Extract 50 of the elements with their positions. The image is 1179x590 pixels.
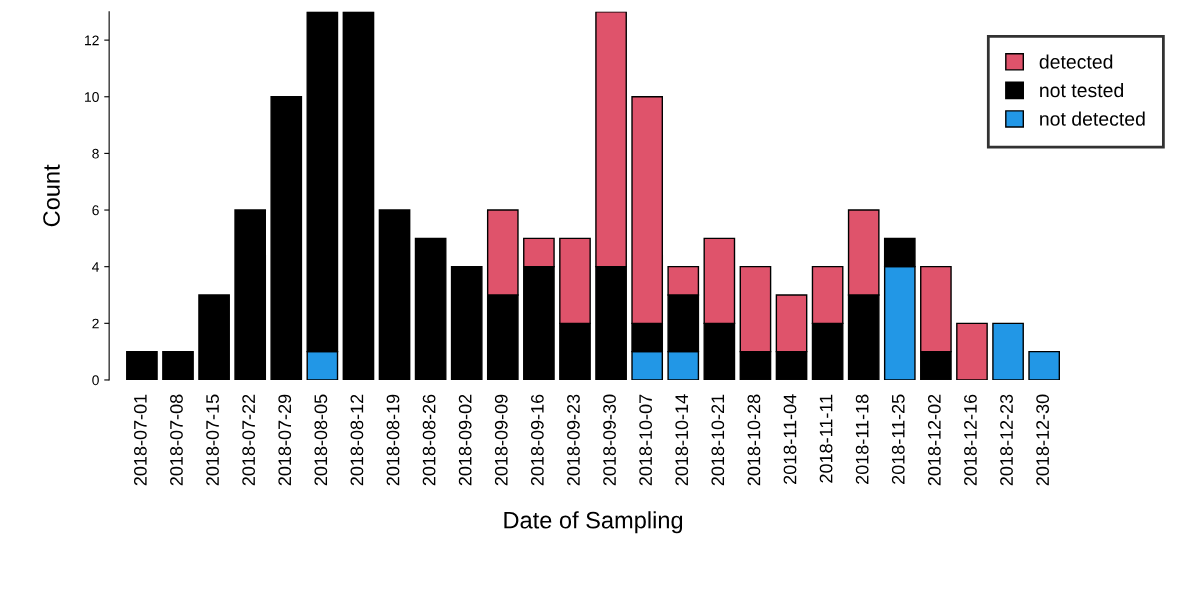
x-tick-label: 2018-09-09 xyxy=(494,394,508,486)
x-tick-label: 2018-11-04 xyxy=(783,394,797,484)
legend-label: not detected xyxy=(1040,111,1145,126)
bar xyxy=(956,322,988,380)
x-tick-label: 2018-09-23 xyxy=(567,394,580,486)
x-tick-label: 2018-12-23 xyxy=(1000,394,1013,486)
bar xyxy=(234,209,267,380)
x-tick-label: 2018-10-07 xyxy=(639,394,653,486)
bar xyxy=(1028,350,1061,380)
x-tick-label: 2018-07-29 xyxy=(278,394,292,486)
x-tick-label: 2018-11-18 xyxy=(855,394,869,484)
legend-label: detected xyxy=(1039,54,1113,69)
x-tick-label: 2018-10-14 xyxy=(675,394,689,486)
bar xyxy=(198,294,230,380)
x-tick-label: 2018-09-16 xyxy=(530,394,544,486)
bar xyxy=(342,11,375,380)
x-tick-label: 2018-08-05 xyxy=(314,394,328,486)
x-tick-label: 2018-11-25 xyxy=(891,394,905,484)
bar xyxy=(162,350,194,380)
y-tick-label: 10 xyxy=(85,92,99,102)
x-tick-label: 2018-08-26 xyxy=(422,394,436,486)
legend-label: not tested xyxy=(1040,82,1124,98)
x-tick-label: 2018-11-11 xyxy=(819,394,833,483)
x-tick-label: 2018-09-30 xyxy=(603,394,616,486)
x-tick-label: 2018-10-28 xyxy=(747,394,761,486)
bar xyxy=(992,322,1024,380)
y-axis-title: Count xyxy=(43,164,60,227)
x-tick-label: 2018-07-08 xyxy=(170,394,183,486)
x-tick-label: 2018-09-02 xyxy=(458,394,472,486)
x-tick-label: 2018-07-01 xyxy=(133,394,147,486)
x-tick-label: 2018-07-15 xyxy=(206,394,219,486)
x-tick-label: 2018-12-16 xyxy=(964,394,977,486)
y-tick-label: 12 xyxy=(85,35,99,46)
bar xyxy=(126,350,158,380)
bar xyxy=(270,96,303,380)
x-tick-label: 2018-08-19 xyxy=(386,394,400,486)
y-tick-label: 2 xyxy=(92,318,99,329)
x-tick-label: 2018-10-21 xyxy=(711,394,725,486)
y-tick-label: 4 xyxy=(92,262,100,272)
y-tick-label: 0 xyxy=(92,375,99,386)
y-tick-label: 8 xyxy=(92,148,99,159)
x-tick-label: 2018-12-30 xyxy=(1036,394,1050,486)
x-tick-label: 2018-08-12 xyxy=(350,394,364,486)
x-axis-title: Date of Sampling xyxy=(504,511,683,534)
x-tick-label: 2018-07-22 xyxy=(242,394,256,486)
bar xyxy=(450,265,483,380)
bar xyxy=(378,209,411,380)
y-tick-label: 6 xyxy=(92,205,99,216)
x-tick-label: 2018-12-02 xyxy=(927,394,941,486)
bar xyxy=(414,237,447,380)
